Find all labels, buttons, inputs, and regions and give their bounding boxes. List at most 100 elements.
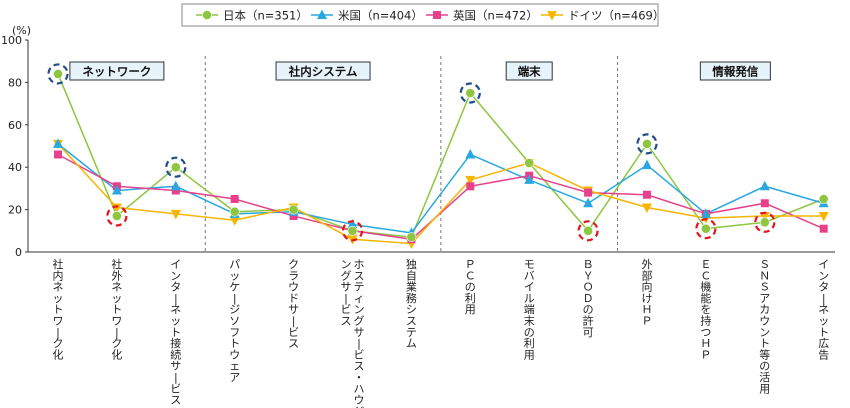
- data-point: [229, 206, 240, 217]
- x-axis-label-char: サ: [170, 360, 181, 373]
- x-axis-label-char: |: [233, 292, 237, 305]
- group-label: 社内システム: [288, 65, 358, 79]
- x-axis-label-char: ア: [759, 292, 770, 305]
- x-axis-label-char: ビ: [288, 326, 299, 339]
- max-highlight-circle: [459, 82, 481, 104]
- x-axis-label-char: 業: [406, 281, 417, 294]
- x-axis-label-char: 自: [406, 269, 417, 282]
- data-point: [524, 174, 535, 184]
- x-axis-label-char: 機: [700, 280, 711, 294]
- x-axis-label-char: ホ: [354, 258, 365, 271]
- x-axis-label-char: ッ: [229, 269, 240, 282]
- x-axis-label-char: ケ: [229, 281, 240, 294]
- data-point: [111, 185, 122, 195]
- legend-box: [181, 3, 659, 27]
- x-axis-label-char: つ: [700, 326, 711, 339]
- data-point: [170, 180, 181, 191]
- x-axis-label-char: イ: [170, 258, 181, 271]
- data-point: [818, 194, 829, 204]
- x-axis-label-char: ン: [354, 303, 365, 316]
- x-axis-label-char: Ｐ: [700, 348, 711, 361]
- data-point: [818, 211, 829, 222]
- x-axis-labels: 社内ネットワ|ク化社外ネットワ|ク化インタ|ネット接続サ|ビスパッケ|ジソフトウ…: [53, 257, 830, 408]
- x-axis-label-char: パ: [229, 258, 240, 271]
- data-point: [583, 225, 593, 236]
- x-axis-label-char: ネ: [111, 281, 122, 294]
- data-point: [170, 162, 181, 173]
- x-axis-label-char: 告: [818, 348, 829, 361]
- data-point: [524, 158, 535, 168]
- x-axis-label-char: ス: [170, 394, 181, 407]
- data-point: [53, 138, 63, 148]
- x-axis-label-char: ィ: [354, 292, 365, 305]
- x-axis-label-char: ネ: [170, 303, 181, 316]
- x-axis-label-char: ト: [170, 326, 181, 339]
- x-axis-label-char: Ｎ: [759, 269, 770, 282]
- x-axis-label-char: グ: [341, 268, 352, 282]
- x-axis-label-char: 独: [406, 258, 417, 271]
- x-axis-label-char: ワ: [111, 315, 122, 328]
- x-axis-label-char: 等: [759, 347, 770, 361]
- x-axis-label-char: ク: [288, 258, 299, 271]
- x-axis-label-char: ト: [111, 303, 122, 316]
- x-axis-label-char: 社: [111, 257, 122, 271]
- x-axis-label-char: け: [642, 292, 653, 305]
- data-point: [54, 150, 62, 159]
- x-axis-label-char: モ: [524, 258, 535, 271]
- x-axis-label-char: Ｓ: [759, 281, 770, 294]
- x-axis-label-char: 活: [759, 371, 770, 384]
- min-highlight-circle: [577, 220, 599, 242]
- x-axis-label-char: 外: [642, 258, 653, 271]
- x-axis-label-char: 末: [524, 314, 535, 328]
- data-point: [289, 211, 298, 220]
- x-axis-label-char: ト: [818, 326, 829, 339]
- x-axis-label-char: ル: [524, 292, 535, 305]
- data-point: [642, 159, 652, 170]
- group-label-box: [69, 61, 165, 81]
- x-axis-label-char: ス: [341, 315, 352, 328]
- x-axis-label-char: |: [292, 315, 296, 328]
- data-point: [465, 88, 476, 98]
- x-axis-label-char: を: [700, 303, 711, 316]
- y-tick-label: 0: [15, 246, 22, 259]
- group-label: ネットワーク: [82, 65, 151, 79]
- group-label-box: [275, 61, 371, 81]
- data-point: [642, 138, 652, 149]
- x-axis-label-char: Ｃ: [465, 269, 476, 282]
- data-point: [701, 223, 711, 234]
- x-axis-label-char: 化: [111, 347, 122, 361]
- x-axis-label-char: 内: [53, 268, 64, 282]
- legend-label: 米国（n=404）: [338, 9, 423, 23]
- x-axis-label-char: ネ: [818, 303, 829, 316]
- x-axis-label-char: 向: [642, 280, 653, 294]
- series-line-1: [57, 143, 824, 234]
- x-axis-label-char: Ｏ: [583, 281, 594, 294]
- x-axis-label-char: ト: [229, 337, 240, 350]
- series-markers: [53, 69, 829, 250]
- x-axis-label-char: ワ: [53, 315, 64, 328]
- min-highlight-circle: [341, 220, 364, 242]
- x-axis-label-char: Ｓ: [759, 258, 770, 271]
- x-axis-label-char: |: [344, 292, 348, 305]
- data-point: [759, 217, 770, 228]
- x-axis-label-char: Ｈ: [700, 337, 711, 350]
- x-axis-label-char: ク: [111, 337, 122, 350]
- data-point: [759, 180, 770, 191]
- data-point: [819, 224, 828, 233]
- x-axis-label-char: フ: [229, 326, 240, 339]
- data-point: [406, 232, 417, 243]
- x-axis-label-char: Ｐ: [465, 258, 476, 271]
- x-axis-label-char: ス: [288, 337, 299, 350]
- x-axis-label-char: ラ: [288, 269, 299, 282]
- x-axis-label-char: の: [524, 326, 535, 339]
- group-label-box: [699, 61, 771, 81]
- data-point: [170, 209, 181, 220]
- x-axis-label-char: ス: [354, 360, 365, 373]
- x-axis-label-char: 用: [524, 348, 535, 361]
- max-highlight-circle: [165, 156, 187, 178]
- y-tick-label: 20: [8, 204, 22, 217]
- legend-marker: [202, 10, 212, 20]
- data-point: [700, 208, 711, 218]
- x-axis-label-char: ト: [53, 303, 64, 316]
- x-axis-label-char: サ: [288, 303, 299, 316]
